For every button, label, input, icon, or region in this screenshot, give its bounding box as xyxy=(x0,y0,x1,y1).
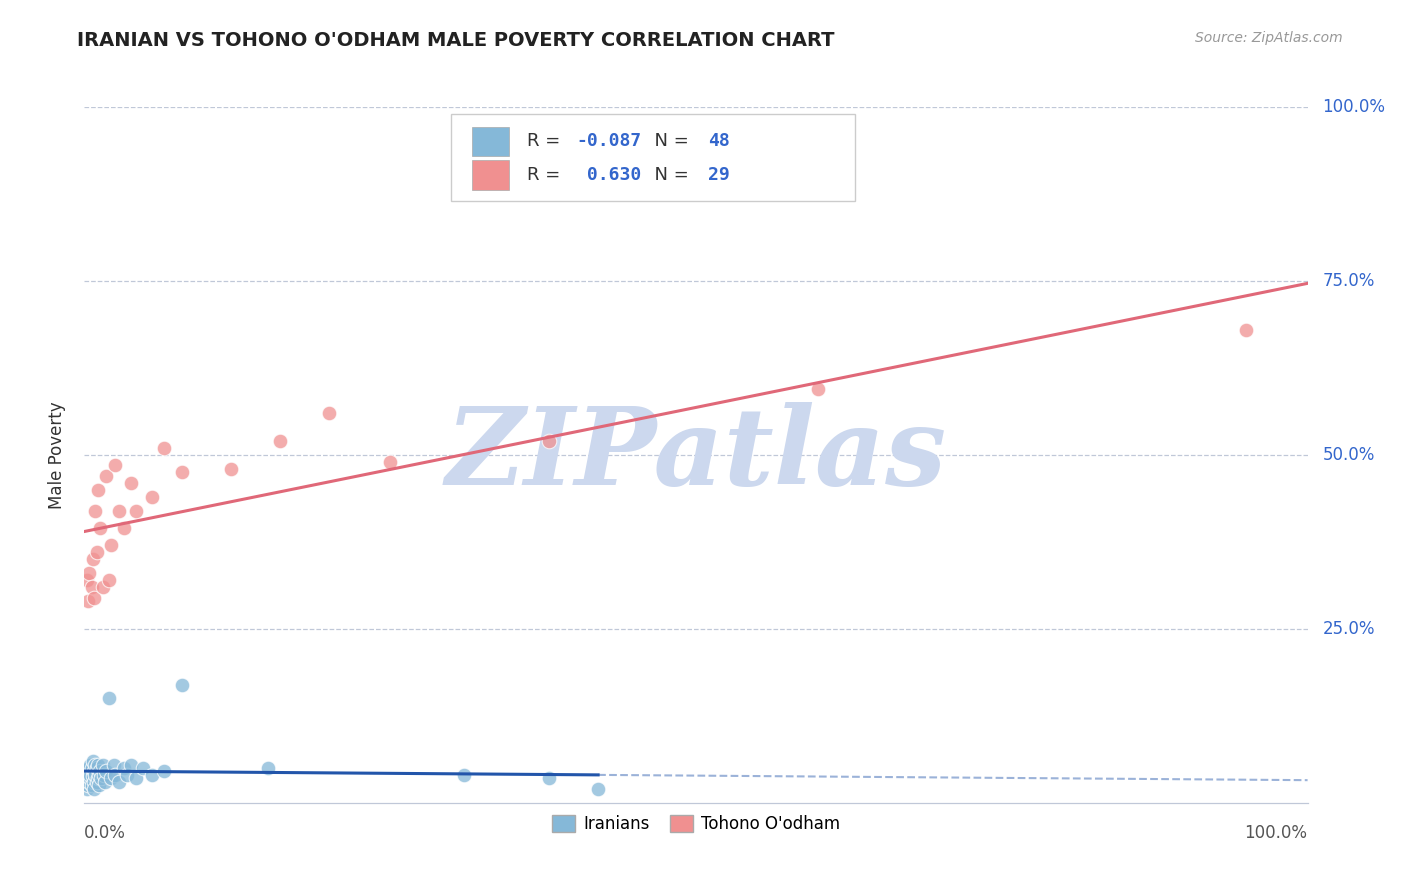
Point xyxy=(77,764,100,779)
Point xyxy=(100,538,122,552)
Point xyxy=(107,503,129,517)
Legend: Iranians, Tohono O'odham: Iranians, Tohono O'odham xyxy=(546,808,846,839)
Point xyxy=(172,466,194,480)
Point xyxy=(86,775,108,789)
Text: 100.0%: 100.0% xyxy=(1322,98,1385,116)
Point xyxy=(153,441,176,455)
Point xyxy=(318,406,340,420)
Point xyxy=(103,757,125,772)
Point xyxy=(100,772,122,786)
Point xyxy=(77,778,100,793)
Point xyxy=(107,775,129,789)
Point xyxy=(89,521,111,535)
Point xyxy=(79,757,101,772)
Text: N =: N = xyxy=(644,166,695,184)
Point xyxy=(87,483,110,497)
Point xyxy=(76,781,98,796)
Point xyxy=(84,757,107,772)
Point xyxy=(538,772,561,786)
Point xyxy=(1236,323,1258,337)
Point xyxy=(77,566,100,581)
Point xyxy=(86,761,108,775)
Point xyxy=(80,761,103,775)
Point xyxy=(77,775,100,789)
Point xyxy=(82,754,104,768)
Point xyxy=(80,778,103,793)
Point xyxy=(83,775,105,789)
Point xyxy=(91,757,114,772)
Point xyxy=(104,458,127,473)
Point xyxy=(120,475,142,490)
Point xyxy=(125,503,148,517)
Text: -0.087: -0.087 xyxy=(576,133,641,151)
Point xyxy=(538,434,561,448)
Point xyxy=(87,768,110,782)
Point xyxy=(586,781,609,796)
Point xyxy=(93,768,115,782)
Point xyxy=(380,455,402,469)
Point xyxy=(453,768,475,782)
Point xyxy=(120,757,142,772)
Point xyxy=(77,761,100,775)
Text: ZIPatlas: ZIPatlas xyxy=(446,402,946,508)
Point xyxy=(172,677,194,691)
Point xyxy=(112,761,135,775)
Point xyxy=(96,468,118,483)
Text: IRANIAN VS TOHONO O'ODHAM MALE POVERTY CORRELATION CHART: IRANIAN VS TOHONO O'ODHAM MALE POVERTY C… xyxy=(77,31,835,50)
Text: R =: R = xyxy=(527,166,567,184)
Point xyxy=(79,772,101,786)
Point xyxy=(84,503,107,517)
Point xyxy=(90,772,112,786)
Point xyxy=(97,573,120,587)
Point xyxy=(97,691,120,706)
Point xyxy=(89,764,111,779)
Text: 100.0%: 100.0% xyxy=(1244,823,1308,842)
Point xyxy=(79,768,101,782)
Text: Source: ZipAtlas.com: Source: ZipAtlas.com xyxy=(1195,31,1343,45)
Point xyxy=(87,757,110,772)
Point xyxy=(87,778,110,793)
Point xyxy=(76,573,98,587)
Text: 0.0%: 0.0% xyxy=(84,823,127,842)
Point xyxy=(132,761,155,775)
Point xyxy=(141,768,163,782)
FancyBboxPatch shape xyxy=(451,114,855,201)
Point xyxy=(269,434,291,448)
Text: R =: R = xyxy=(527,133,567,151)
FancyBboxPatch shape xyxy=(472,161,509,190)
Point xyxy=(76,772,98,786)
Point xyxy=(82,769,104,783)
Point xyxy=(94,775,117,789)
Point xyxy=(112,521,135,535)
Text: N =: N = xyxy=(644,133,695,151)
Point xyxy=(80,580,103,594)
Text: 29: 29 xyxy=(709,166,730,184)
Text: 75.0%: 75.0% xyxy=(1322,272,1375,290)
Point xyxy=(96,764,118,779)
Text: 0.630: 0.630 xyxy=(576,166,641,184)
Point xyxy=(77,594,100,608)
Point xyxy=(257,761,280,775)
Point xyxy=(219,462,242,476)
Point xyxy=(84,768,107,782)
Text: Male Poverty: Male Poverty xyxy=(48,401,66,508)
Point xyxy=(75,768,97,782)
Point xyxy=(141,490,163,504)
Text: 48: 48 xyxy=(709,133,730,151)
Point xyxy=(83,764,105,779)
Point xyxy=(153,764,176,779)
Text: 50.0%: 50.0% xyxy=(1322,446,1375,464)
Point xyxy=(91,580,114,594)
Point xyxy=(82,552,104,566)
Point xyxy=(87,772,110,786)
Text: 25.0%: 25.0% xyxy=(1322,620,1375,638)
Point xyxy=(807,382,830,396)
Point xyxy=(86,545,108,559)
FancyBboxPatch shape xyxy=(472,127,509,156)
Point xyxy=(125,772,148,786)
Point xyxy=(104,768,127,782)
Point xyxy=(83,591,105,605)
Point xyxy=(83,781,105,796)
Point xyxy=(115,768,138,782)
